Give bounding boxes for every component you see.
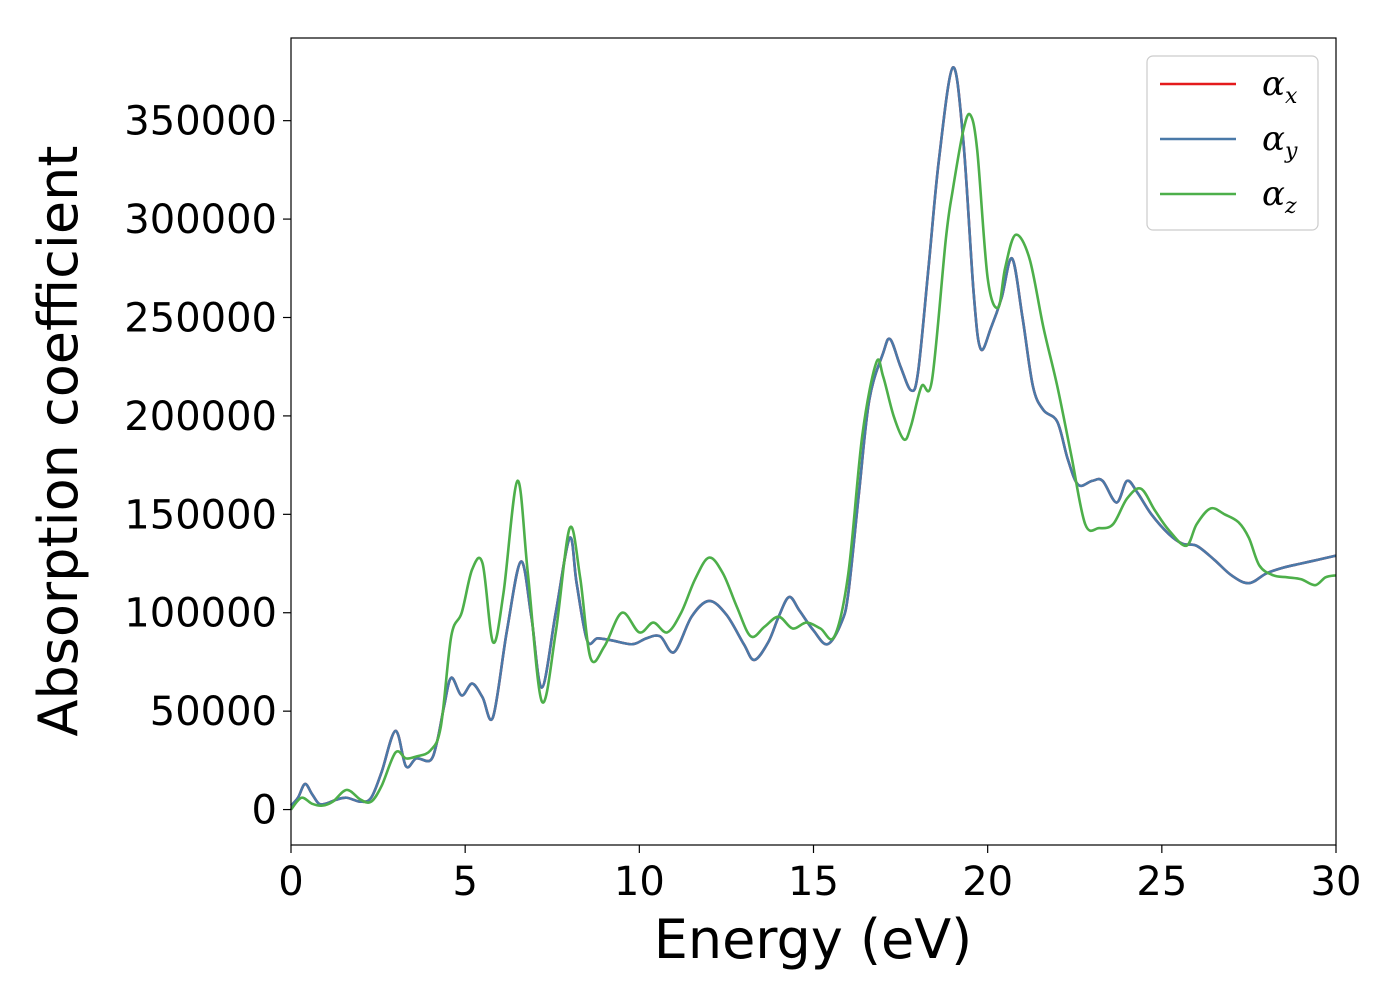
y-tick-label: 100000 bbox=[124, 591, 277, 637]
series-line-z bbox=[289, 112, 1337, 811]
legend-subscript-y: y bbox=[1284, 139, 1298, 164]
y-tick-label: 300000 bbox=[124, 197, 277, 243]
legend-box bbox=[1146, 55, 1319, 231]
series-layer bbox=[289, 66, 1337, 811]
x-tick-label: 5 bbox=[452, 859, 477, 905]
y-axis-title: Absorption coefficient bbox=[27, 146, 90, 737]
y-axis-ticks: 0 50000 100000 150000 200000 250000 300000 3500… bbox=[124, 99, 291, 834]
x-tick-label: 20 bbox=[962, 859, 1013, 905]
legend-subscript-x: x bbox=[1285, 84, 1298, 109]
y-tick-label: 50000 bbox=[150, 689, 277, 735]
y-tick-label: 0 bbox=[252, 788, 277, 834]
y-tick-label: 250000 bbox=[124, 295, 277, 341]
x-tick-label: 15 bbox=[788, 859, 839, 905]
legend-subscript-z: z bbox=[1284, 194, 1297, 219]
x-axis-ticks: 0 5 10 15 20 25 30 bbox=[278, 845, 1361, 905]
y-tick-label: 350000 bbox=[124, 99, 277, 145]
x-axis-title: Energy (eV) bbox=[654, 908, 973, 971]
y-tick-label: 200000 bbox=[124, 394, 277, 440]
y-tick-label: 150000 bbox=[124, 492, 277, 538]
x-tick-label: 30 bbox=[1311, 859, 1362, 905]
x-tick-label: 10 bbox=[614, 859, 665, 905]
x-tick-label: 25 bbox=[1136, 859, 1187, 905]
x-tick-label: 0 bbox=[278, 859, 303, 905]
